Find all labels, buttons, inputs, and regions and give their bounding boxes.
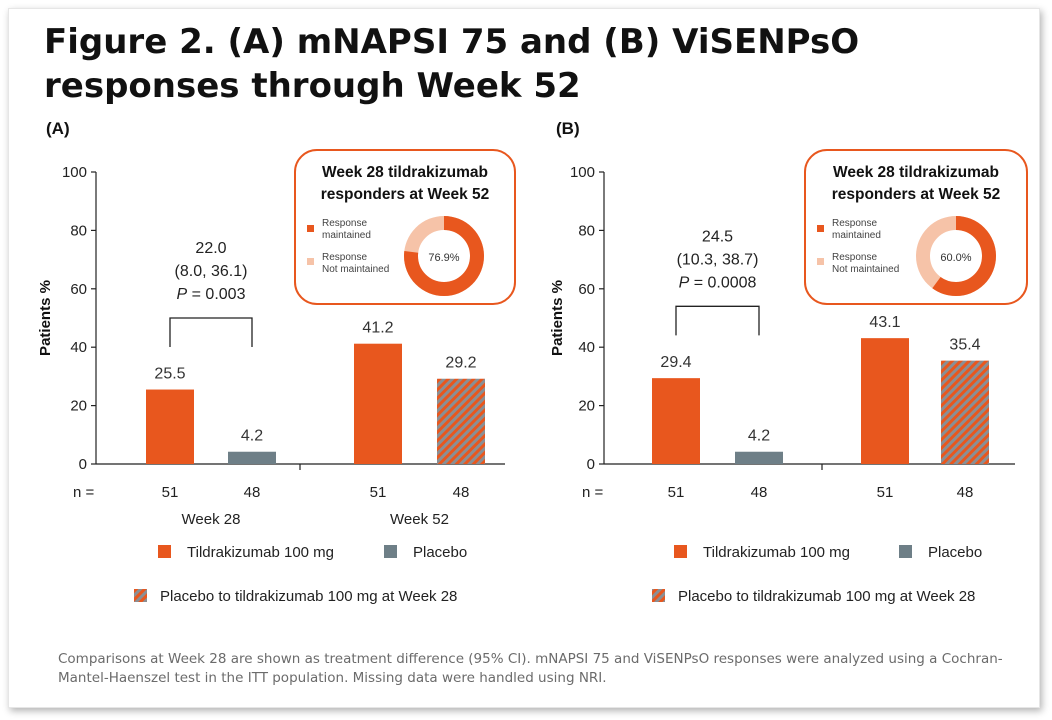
treatment-difference: 24.5 [702,228,733,245]
legend-tildrakizumab-label: Tildrakizumab 100 mg [187,544,334,561]
y-tick-label: 0 [587,456,595,473]
bar-placebo [228,451,276,464]
y-tick-label: 60 [578,281,595,298]
bar-value-label: 25.5 [154,366,185,383]
panel-label: (A) [46,119,70,138]
y-tick-label: 60 [70,281,87,298]
inset-title-line2: responders at Week 52 [832,186,1001,203]
inset-legend-not-maintained-line2: Not maintained [832,264,899,275]
inset-legend-maintained-swatch [307,225,314,232]
bar-value-label: 41.2 [362,320,393,337]
group-label: Week 28 [182,511,241,528]
figure-title: Figure 2. (A) mNAPSI 75 and (B) ViSENPsO… [44,22,860,106]
n-value: 51 [877,484,894,501]
p-value-number: = 0.0008 [689,274,756,291]
figure-footnote: Comparisons at Week 28 are shown as trea… [58,651,1003,686]
bar-placebo [735,451,783,464]
comparison-bracket [169,317,253,347]
n-value: 51 [370,484,387,501]
y-tick-label: 20 [578,398,595,415]
y-tick-label: 20 [70,398,87,415]
n-label: n = [582,484,604,501]
treatment-difference: 22.0 [195,240,226,257]
bar-value-label: 35.4 [949,337,980,354]
legend-placebo-to-tildrakizumab-swatch [652,589,665,602]
n-value: 51 [668,484,685,501]
legend-placebo-swatch [384,545,397,558]
inset-legend-maintained-line1: Response [832,218,877,229]
bar-tildrakizumab [146,389,194,464]
n-value: 48 [751,484,768,501]
inset-box [804,149,1028,305]
n-value: 51 [162,484,179,501]
bar-value-label: 29.4 [660,354,691,371]
comparison-bracket [675,305,760,336]
y-tick-label: 100 [62,164,87,181]
legend-placebo-swatch [899,545,912,558]
bar-placebo_to_tildrakizumab [437,378,485,464]
y-tick-label: 40 [70,339,87,356]
panel-a-chart: (A) 0 20 40 60 80 100 Patients % 25.5 51 4.2 48 41.2… [37,119,516,605]
y-axis-label: Patients % [549,280,566,356]
group-label: Week 52 [390,511,449,528]
legend-placebo-label: Placebo [928,544,982,561]
legend-placebo-to-tildrakizumab-swatch [134,589,147,602]
y-tick-label: 40 [578,339,595,356]
donut-maintained-segment [916,216,996,296]
legend-placebo-to-tildrakizumab-label: Placebo to tildrakizumab 100 mg at Week … [160,588,457,605]
bar-tildrakizumab [354,343,402,464]
bar-value-label: 29.2 [445,355,476,372]
p-value-symbol: P [679,274,690,291]
inset-legend-not-maintained-line1: Response [832,252,877,263]
inset-legend-not-maintained-line1: Response [322,252,367,263]
legend-tildrakizumab-swatch [674,545,687,558]
inset-legend-not-maintained-swatch [307,258,314,265]
y-tick-label: 80 [70,222,87,239]
confidence-interval: (10.3, 38.7) [677,251,759,268]
y-tick-label: 0 [79,456,87,473]
n-label: n = [73,484,95,501]
inset-legend-maintained-line2: maintained [832,230,881,241]
p-value-number: = 0.003 [187,286,245,303]
confidence-interval: (8.0, 36.1) [175,263,248,280]
bar-value-label: 43.1 [869,314,900,331]
bar-value-label: 4.2 [241,428,263,445]
inset-title-line1: Week 28 tildrakizumab [322,164,488,181]
n-value: 48 [453,484,470,501]
p-value-symbol: P [177,286,188,303]
panel-b-chart: (B) 0 20 40 60 80 100 Patients % 29.4 51 4.2 48 43.1… [549,119,1028,605]
p-value: P = 0.0008 [679,274,757,291]
panel-label: (B) [556,119,580,138]
bar-placebo_to_tildrakizumab [941,360,989,464]
inset-title-line1: Week 28 tildrakizumab [833,164,999,181]
y-tick-label: 100 [570,164,595,181]
inset-legend-not-maintained-swatch [817,258,824,265]
n-value: 48 [244,484,261,501]
n-value: 48 [957,484,974,501]
inset-legend-maintained-line1: Response [322,218,367,229]
y-axis-label: Patients % [37,280,54,356]
bar-value-label: 4.2 [748,428,770,445]
legend-tildrakizumab-label: Tildrakizumab 100 mg [703,544,850,561]
legend-tildrakizumab-swatch [158,545,171,558]
legend-placebo-label: Placebo [413,544,467,561]
donut-maintained-segment [404,216,484,296]
bar-tildrakizumab [861,338,909,464]
donut-center-label: 76.9% [428,252,459,264]
y-tick-label: 80 [578,222,595,239]
legend-placebo-to-tildrakizumab-label: Placebo to tildrakizumab 100 mg at Week … [678,588,975,605]
inset-title-line2: responders at Week 52 [321,186,490,203]
inset-legend-maintained-line2: maintained [322,230,371,241]
bar-tildrakizumab [652,378,700,464]
p-value: P = 0.003 [177,286,246,303]
inset-legend-maintained-swatch [817,225,824,232]
donut-center-label: 60.0% [940,252,971,264]
inset-box [294,149,516,305]
inset-legend-not-maintained-line2: Not maintained [322,264,389,275]
